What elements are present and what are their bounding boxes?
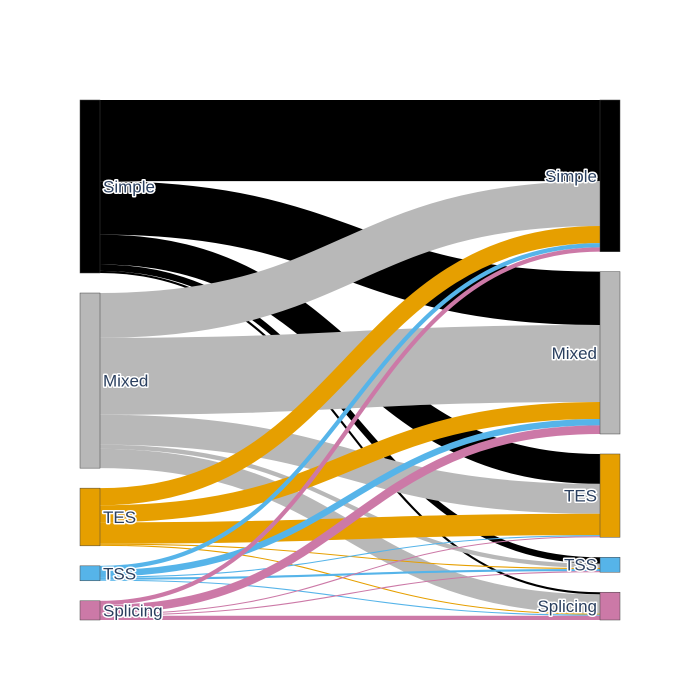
link-mixed-to-simple[interactable] (99, 181, 601, 338)
link-splicing-to-mixed[interactable] (99, 425, 601, 614)
link-splicing-to-tss[interactable] (99, 571, 601, 616)
link-splicing-to-simple[interactable] (99, 247, 601, 606)
source-label-simple: Simple (103, 177, 155, 196)
link-tss-to-simple[interactable] (99, 243, 601, 571)
link-tes-to-mixed[interactable] (99, 401, 601, 523)
labels-layer: Simple Mixed TES TSS Splicing Simple Mixed TES T… (102, 165, 599, 622)
link-tss-to-tes[interactable] (99, 535, 601, 578)
source-label-mixed: Mixed (103, 372, 148, 391)
source-label-splicing: Splicing (103, 601, 163, 620)
target-node-tss[interactable] (599, 557, 621, 573)
link-tes-to-simple[interactable] (99, 226, 601, 506)
target-label-tes: TES (564, 487, 597, 506)
link-splicing-to-tes[interactable] (99, 536, 601, 615)
source-node-tss[interactable] (79, 565, 101, 582)
link-tss-to-tss[interactable] (99, 569, 601, 580)
source-node-tes[interactable] (79, 487, 101, 547)
target-node-mixed[interactable] (599, 271, 621, 435)
link-tes-to-tes[interactable] (99, 513, 601, 544)
target-label-simple: Simple (545, 167, 597, 186)
target-label-tss: TSS (564, 556, 597, 575)
target-node-tes[interactable] (599, 453, 621, 538)
target-label-splicing: Splicing (537, 597, 597, 616)
link-tss-to-mixed[interactable] (99, 419, 601, 577)
nodes-layer (79, 99, 621, 621)
link-simple-to-tss[interactable] (99, 264, 601, 564)
source-node-simple[interactable] (79, 99, 101, 274)
links-layer (99, 100, 601, 620)
target-node-simple[interactable] (599, 99, 621, 252)
target-node-splicing[interactable] (599, 591, 621, 621)
source-node-mixed[interactable] (79, 292, 101, 469)
source-label-tss: TSS (103, 564, 136, 583)
target-label-mixed: Mixed (552, 344, 597, 363)
source-label-tes: TES (103, 508, 136, 527)
link-mixed-to-tss[interactable] (99, 444, 601, 568)
source-node-splicing[interactable] (79, 600, 101, 621)
